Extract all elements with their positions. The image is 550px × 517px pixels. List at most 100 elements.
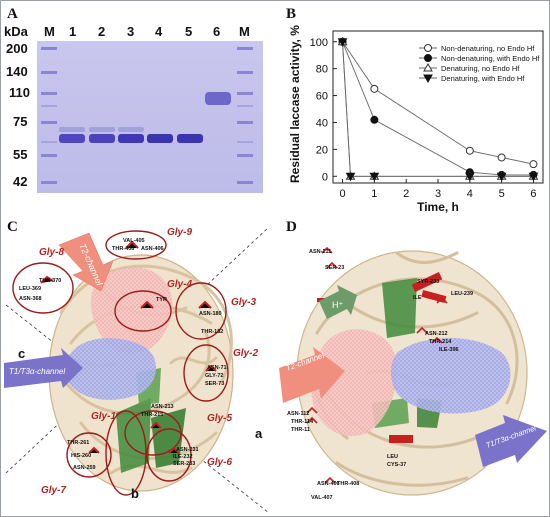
residue-label: THR-214 bbox=[429, 339, 452, 345]
legend-label: Non-denaturing, no Endo Hf bbox=[441, 44, 535, 53]
gel-marker-lane-left bbox=[41, 47, 57, 184]
x-tick-label: 3 bbox=[435, 188, 441, 200]
residue-label: THR-370 bbox=[39, 278, 61, 284]
y-tick-label: 40 bbox=[316, 117, 328, 129]
residue-label: LEU-369 bbox=[19, 286, 41, 292]
residue-label: ASN-71 bbox=[207, 365, 227, 371]
x-tick-label: 2 bbox=[403, 188, 409, 200]
gly-label: Gly-7 bbox=[41, 485, 66, 496]
residue-label: SYR-233 bbox=[417, 279, 439, 285]
t1-channel-arrow: T1/T3α-channel bbox=[475, 415, 547, 467]
residue-label: ASN-212 bbox=[425, 331, 448, 337]
legend-marker bbox=[423, 74, 433, 84]
panel-letter-c: C bbox=[7, 219, 18, 235]
t2-channel-surface bbox=[310, 329, 398, 437]
residue-label: LEU bbox=[387, 454, 398, 460]
gel-background bbox=[37, 41, 263, 193]
glycan-markers bbox=[12, 230, 229, 496]
gel-unit-label: kDa bbox=[4, 24, 29, 39]
residue-label: ASN-211 bbox=[309, 249, 331, 255]
t1-channel-label: T1/T3α-channel bbox=[9, 367, 65, 376]
data-point bbox=[497, 153, 506, 162]
gel-panel: kDa M 1 2 3 4 5 6 M 200 140 110 75 55 42 bbox=[4, 24, 263, 193]
x-tick-label: 1 bbox=[371, 188, 377, 200]
residue-label: ASN-213 bbox=[151, 404, 174, 410]
gly-label: Gly-5 bbox=[207, 413, 232, 424]
gel-lane-label: 1 bbox=[69, 24, 76, 39]
gly-label: Gly-1 bbox=[91, 411, 116, 422]
data-point bbox=[369, 172, 380, 182]
series-4 bbox=[337, 38, 539, 182]
axis-letter: a bbox=[255, 426, 263, 441]
gly-label: Gly-9 bbox=[167, 227, 192, 238]
residue-label: CYS-37 bbox=[387, 462, 406, 468]
data-point bbox=[370, 84, 379, 93]
y-tick-label: 100 bbox=[310, 37, 328, 49]
axis-letters: c a b bbox=[18, 346, 263, 501]
residue-label: ASN-406 bbox=[317, 481, 340, 487]
panel-letter-d: D bbox=[286, 219, 297, 235]
y-tick-label: 0 bbox=[322, 171, 328, 183]
t2-channel-arrow: T2-channel bbox=[58, 232, 114, 292]
residue-label: THR-215 bbox=[141, 412, 163, 418]
residue-label: HIS-260 bbox=[71, 453, 91, 459]
residue-label: TYR bbox=[156, 297, 167, 303]
residue-label: VAL-407 bbox=[311, 495, 333, 501]
y-axis-label: Residual laccase activity, % bbox=[288, 25, 302, 183]
residue-label: VAL-405 bbox=[123, 238, 145, 244]
gel-band-lane-5 bbox=[177, 134, 203, 143]
axis-letter: b bbox=[131, 486, 139, 501]
data-point bbox=[464, 172, 475, 182]
legend-label: Denaturing, no Endo Hf bbox=[441, 64, 520, 73]
residue-label: ILE-396 bbox=[439, 347, 459, 353]
residue-label: THR-408 bbox=[112, 246, 134, 252]
structure-panel-d: H⁺ T2-channel T1/T3α-channel ASN-211 SER… bbox=[279, 246, 547, 501]
residue-label: GLY-72 bbox=[205, 373, 223, 379]
gel-sample-bands bbox=[59, 92, 231, 143]
gel-marker-label: 110 bbox=[9, 85, 30, 100]
gel-lane-label: 5 bbox=[185, 24, 192, 39]
y-tick-label: 20 bbox=[316, 144, 328, 156]
data-point bbox=[345, 172, 356, 182]
residue-label: THR-11 bbox=[291, 427, 310, 433]
residue-label: ASN-112 bbox=[287, 411, 309, 417]
legend-marker bbox=[423, 62, 433, 72]
legend: Non-denaturing, no Endo HfNon-denaturing… bbox=[419, 44, 540, 84]
residue-labels: ASN-211 SER-23 SYR-233 ILE LEU-239 ASN-2… bbox=[287, 249, 473, 501]
residue-label: ASN-406 bbox=[141, 246, 164, 252]
structure-panel-c: T2-channel T1/T3α-channel Gly-9 Gly-8 Gl… bbox=[4, 226, 270, 514]
gel-lane-label: 6 bbox=[213, 24, 220, 39]
gel-lane-labels: M 1 2 3 4 5 6 M bbox=[44, 24, 250, 39]
residue-label: ILE bbox=[413, 295, 422, 301]
legend-entry: Denaturing, no Endo Hf bbox=[419, 62, 520, 73]
gly-label: Gly-6 bbox=[207, 457, 232, 468]
residue-sticks-outline bbox=[306, 246, 448, 484]
data-point bbox=[496, 172, 507, 182]
x-tick-label: 0 bbox=[339, 188, 345, 200]
legend-marker bbox=[424, 44, 432, 52]
x-axis: 0 1 2 3 4 5 6 bbox=[339, 179, 537, 200]
gel-band-lane-1 bbox=[59, 134, 85, 143]
y-tick-label: 60 bbox=[316, 91, 328, 103]
residue-label: LEU-239 bbox=[451, 291, 473, 297]
gly-label: Gly-3 bbox=[231, 297, 256, 308]
residue-label: ASN-259 bbox=[73, 465, 96, 471]
axis-line bbox=[5, 304, 270, 514]
data-point bbox=[465, 146, 474, 155]
legend-marker bbox=[424, 54, 432, 62]
x-axis-label: Time, h bbox=[417, 200, 459, 214]
gel-marker-label: 140 bbox=[6, 64, 28, 79]
legend-entry: Non-denaturing, no Endo Hf bbox=[419, 44, 535, 53]
gel-band-lane-6 bbox=[205, 92, 231, 105]
gel-lane-label: M bbox=[44, 24, 55, 39]
panel-letter-a: A bbox=[7, 6, 18, 22]
data-point bbox=[337, 38, 348, 47]
residue-label: ASN-180 bbox=[199, 311, 222, 317]
t1-channel-arrow: T1/T3α-channel bbox=[4, 348, 83, 388]
residue-label: ASN-368 bbox=[19, 296, 42, 302]
gel-marker-label: 200 bbox=[6, 41, 28, 56]
proton-channel-label: H⁺ bbox=[332, 300, 343, 310]
panel-letter-b: B bbox=[286, 6, 297, 22]
gly-label: Gly-8 bbox=[39, 247, 64, 258]
